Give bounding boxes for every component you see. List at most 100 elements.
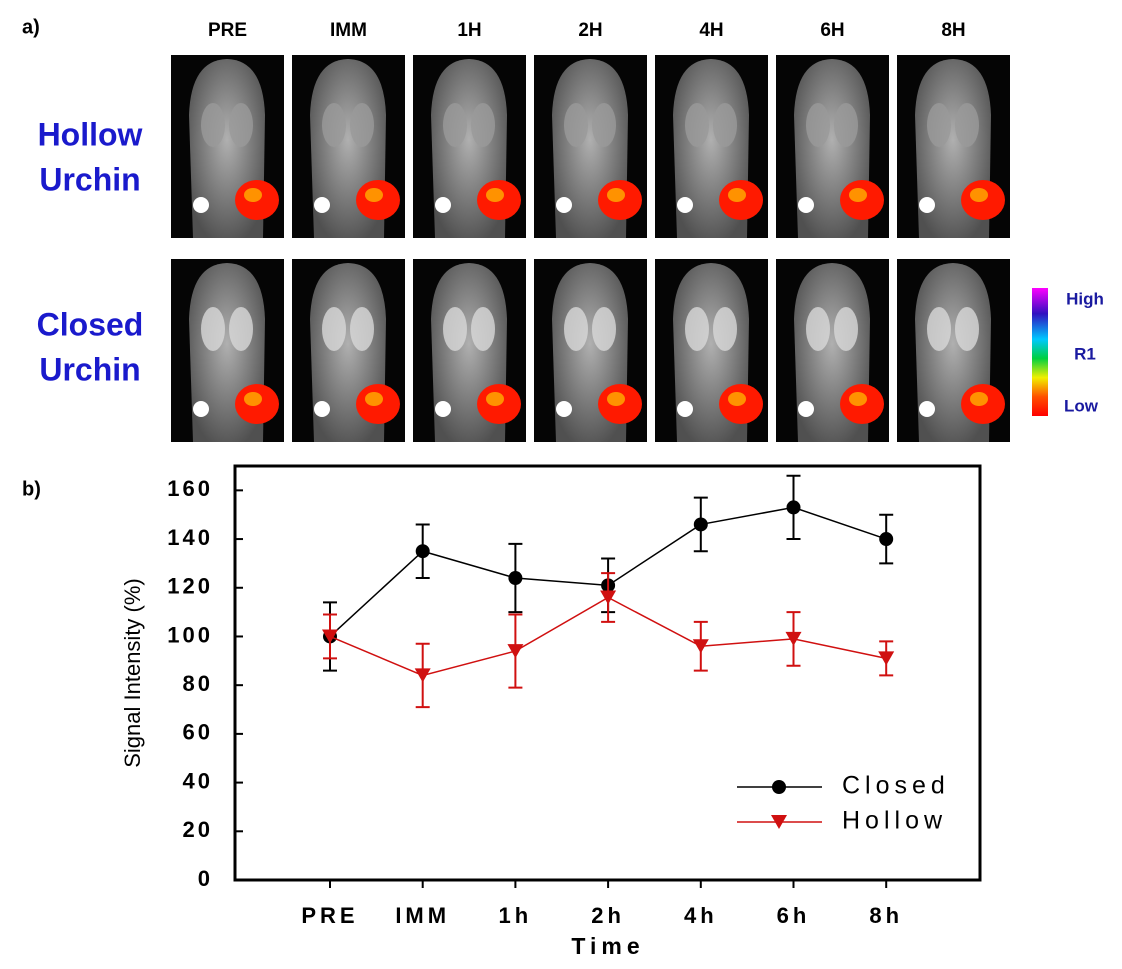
image-organ: [685, 307, 709, 351]
image-tumor-detail: [607, 392, 625, 406]
image-organ: [713, 307, 737, 351]
image-organ: [350, 307, 374, 351]
marker: [693, 517, 708, 532]
image-marker: [314, 401, 330, 417]
image-organ: [806, 103, 830, 147]
column-label: 6H: [820, 20, 844, 41]
marker: [414, 668, 431, 683]
legend-label: Hollow: [842, 807, 947, 835]
marker: [786, 500, 801, 515]
y-tick-label: 40: [183, 768, 213, 793]
image-marker: [677, 401, 693, 417]
image-tumor-detail: [365, 188, 383, 202]
image-organ: [322, 103, 346, 147]
image-organ: [564, 103, 588, 147]
colorbar-label: Low: [1064, 396, 1099, 415]
row-label: Urchin: [39, 351, 140, 387]
image-marker: [798, 197, 814, 213]
x-tick-label: 8h: [869, 903, 903, 928]
legend-marker: [772, 780, 786, 794]
y-tick-label: 0: [198, 866, 213, 891]
image-organ: [201, 307, 225, 351]
image-organ: [229, 103, 253, 147]
y-tick-label: 80: [183, 671, 213, 696]
mri-image: [776, 55, 889, 238]
image-organ: [685, 103, 709, 147]
mri-image: [171, 259, 284, 442]
x-axis-label: Time: [571, 933, 644, 959]
image-marker: [677, 197, 693, 213]
image-organ: [471, 103, 495, 147]
mri-image: [292, 259, 405, 442]
y-tick-label: 120: [167, 574, 213, 599]
image-tumor-detail: [486, 392, 504, 406]
column-label: 2H: [578, 20, 602, 41]
column-label: IMM: [330, 20, 367, 41]
marker: [508, 571, 523, 586]
image-marker: [435, 197, 451, 213]
marker: [785, 631, 802, 646]
image-organ: [955, 307, 979, 351]
mri-image: [776, 259, 889, 442]
image-tumor-detail: [849, 188, 867, 202]
column-label: 1H: [457, 20, 481, 41]
row-label: Urchin: [39, 161, 140, 197]
row-label: Hollow: [38, 116, 143, 152]
image-organ: [834, 307, 858, 351]
mri-image: [413, 259, 526, 442]
mri-image: [897, 55, 1010, 238]
image-organ: [350, 103, 374, 147]
legend-marker: [771, 815, 787, 829]
marker: [322, 629, 338, 644]
column-label: 4H: [699, 20, 723, 41]
image-marker: [193, 197, 209, 213]
x-tick-label: PRE: [301, 903, 358, 928]
marker: [879, 532, 894, 547]
image-tumor-detail: [607, 188, 625, 202]
image-marker: [435, 401, 451, 417]
image-organ: [927, 103, 951, 147]
mri-image: [292, 55, 405, 238]
image-organ: [592, 307, 616, 351]
colorbar-label: High: [1066, 289, 1104, 308]
y-tick-label: 100: [167, 622, 213, 647]
y-tick-label: 140: [167, 525, 213, 550]
image-organ: [592, 103, 616, 147]
mri-image: [413, 55, 526, 238]
column-label: PRE: [208, 20, 247, 41]
panel-label: b): [22, 478, 41, 500]
image-marker: [556, 401, 572, 417]
image-marker: [314, 197, 330, 213]
y-tick-label: 60: [183, 720, 213, 745]
x-tick-label: 1h: [499, 903, 533, 928]
mri-image: [897, 259, 1010, 442]
image-organ: [713, 103, 737, 147]
marker: [878, 651, 895, 666]
image-organ: [443, 307, 467, 351]
legend-label: Closed: [842, 772, 950, 800]
image-tumor-detail: [244, 392, 262, 406]
image-organ: [955, 103, 979, 147]
mri-image: [655, 259, 768, 442]
x-tick-label: IMM: [395, 903, 450, 928]
image-tumor-detail: [970, 188, 988, 202]
marker: [600, 590, 617, 605]
image-organ: [201, 103, 225, 147]
x-tick-label: 6h: [777, 903, 811, 928]
column-label: 8H: [941, 20, 965, 41]
y-tick-label: 160: [167, 476, 213, 501]
x-tick-label: 4h: [684, 903, 718, 928]
image-organ: [443, 103, 467, 147]
image-organ: [564, 307, 588, 351]
image-marker: [798, 401, 814, 417]
image-organ: [322, 307, 346, 351]
image-tumor-detail: [728, 392, 746, 406]
image-organ: [927, 307, 951, 351]
x-tick-label: 2h: [591, 903, 625, 928]
y-axis-label: Signal Intensity (%): [120, 578, 145, 768]
colorbar-label: R1: [1074, 344, 1096, 363]
mri-image: [534, 259, 647, 442]
mri-image: [534, 55, 647, 238]
mri-image: [655, 55, 768, 238]
